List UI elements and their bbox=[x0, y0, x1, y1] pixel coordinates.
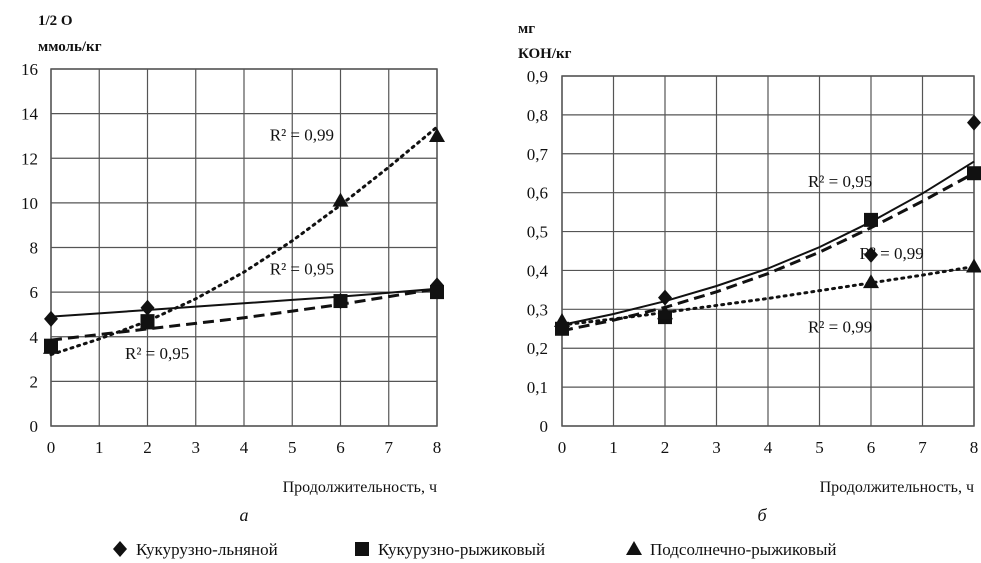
y-axis-label-line1: мг bbox=[518, 21, 535, 37]
y-tick-label: 0 bbox=[30, 417, 39, 436]
x-axis-label: Продолжительность, ч bbox=[283, 479, 437, 496]
x-tick-label: 3 bbox=[712, 438, 721, 457]
x-tick-label: 1 bbox=[95, 438, 104, 457]
legend-marker-triangle bbox=[626, 541, 642, 555]
y-tick-label: 12 bbox=[21, 149, 38, 168]
trendline-triangle bbox=[560, 265, 976, 327]
data-point-diamond bbox=[658, 289, 672, 306]
x-tick-label: 7 bbox=[918, 438, 927, 457]
panel-label: б bbox=[757, 505, 767, 525]
x-tick-label: 4 bbox=[764, 438, 773, 457]
y-axis-label-line2: КОН/кг bbox=[518, 46, 572, 62]
x-tick-label: 6 bbox=[336, 438, 345, 457]
y-tick-label: 0,1 bbox=[527, 378, 548, 397]
data-point-triangle bbox=[966, 258, 981, 273]
y-axis-label-line2: ммоль/кг bbox=[38, 39, 102, 55]
y-tick-label: 0,7 bbox=[527, 145, 549, 164]
data-point-square bbox=[967, 166, 981, 181]
legend-label: Кукурузно-льняной bbox=[136, 540, 278, 559]
data-point-triangle bbox=[863, 274, 879, 289]
y-axis-label-line1: 1/2 О bbox=[38, 13, 73, 29]
trendline-diamond bbox=[50, 287, 438, 318]
x-tick-label: 5 bbox=[288, 438, 297, 457]
data-point-triangle bbox=[429, 127, 445, 142]
data-point-square bbox=[430, 285, 444, 300]
trendline-square bbox=[50, 287, 438, 342]
data-point-diamond bbox=[864, 246, 878, 263]
x-tick-label: 2 bbox=[661, 438, 670, 457]
y-tick-label: 16 bbox=[21, 60, 38, 79]
legend-marker-diamond bbox=[113, 541, 127, 557]
x-tick-label: 7 bbox=[385, 438, 394, 457]
y-tick-label: 0,8 bbox=[527, 106, 548, 125]
y-tick-label: 4 bbox=[30, 328, 39, 347]
data-point-diamond bbox=[967, 114, 981, 131]
data-point-triangle bbox=[139, 315, 156, 330]
y-tick-label: 14 bbox=[21, 105, 39, 124]
y-tick-label: 2 bbox=[30, 372, 39, 391]
x-tick-label: 6 bbox=[867, 438, 876, 457]
y-tick-label: 8 bbox=[30, 239, 39, 258]
legend-label: Кукурузно-рыжиковый bbox=[378, 540, 545, 559]
trendline-diamond bbox=[561, 160, 975, 326]
x-tick-label: 4 bbox=[240, 438, 249, 457]
legend-marker-square bbox=[355, 542, 369, 556]
y-tick-label: 0,6 bbox=[527, 184, 548, 203]
y-tick-label: 0,4 bbox=[527, 261, 549, 280]
data-point-triangle bbox=[332, 192, 349, 207]
x-axis-label: Продолжительность, ч bbox=[820, 479, 974, 496]
y-tick-label: 0,5 bbox=[527, 223, 548, 242]
x-tick-label: 8 bbox=[970, 438, 979, 457]
x-tick-label: 3 bbox=[192, 438, 201, 457]
y-tick-label: 0,2 bbox=[527, 339, 548, 358]
data-point-square bbox=[864, 212, 878, 227]
x-tick-label: 2 bbox=[143, 438, 152, 457]
data-point-triangle bbox=[43, 339, 59, 354]
x-tick-label: 5 bbox=[815, 438, 824, 457]
x-tick-label: 1 bbox=[609, 438, 618, 457]
data-point-square bbox=[333, 294, 348, 309]
x-tick-label: 0 bbox=[558, 438, 567, 457]
y-tick-label: 10 bbox=[21, 194, 38, 213]
x-tick-label: 0 bbox=[47, 438, 56, 457]
chart-panel-b: 0 1 2 3 4 5 6 7 8 0 0,1 0,2 0,3 0,4 0,5 0,6 0,7 0,8 0,9 мг К… bbox=[518, 21, 981, 525]
data-point-triangle bbox=[554, 313, 570, 327]
r-squared-label: R² = 0,95 bbox=[270, 259, 334, 278]
r-squared-label: R² = 0,99 bbox=[808, 318, 872, 337]
legend-label: Подсолнечно-рыжиковый bbox=[650, 540, 836, 559]
data-point-diamond bbox=[140, 299, 155, 316]
trendline-triangle bbox=[49, 125, 439, 357]
y-tick-label: 0,9 bbox=[527, 67, 548, 86]
data-point-triangle bbox=[657, 305, 673, 320]
r-squared-label: R² = 0,99 bbox=[859, 244, 923, 263]
y-tick-label: 0,3 bbox=[527, 300, 548, 319]
r-squared-label: R² = 0,99 bbox=[270, 125, 334, 144]
r-squared-label: R² = 0,95 bbox=[808, 172, 872, 191]
data-point-diamond bbox=[44, 310, 58, 327]
legend: Кукурузно-льняной Кукурузно-рыжиковый Подс… bbox=[113, 540, 836, 559]
y-tick-label: 0 bbox=[540, 417, 549, 436]
y-tick-label: 6 bbox=[30, 283, 39, 302]
x-tick-label: 8 bbox=[433, 438, 442, 457]
panel-label: а bbox=[240, 505, 249, 525]
r-squared-label: R² = 0,95 bbox=[125, 344, 189, 363]
